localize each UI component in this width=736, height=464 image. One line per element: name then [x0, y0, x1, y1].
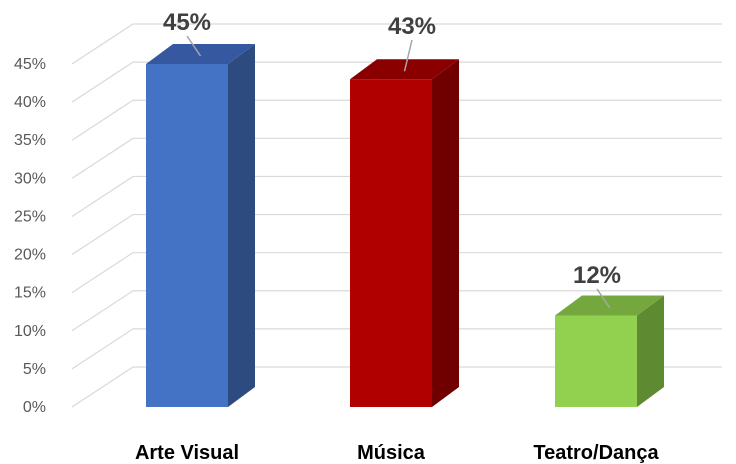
bar	[555, 295, 664, 407]
y-tick-label: 30%	[14, 170, 46, 187]
x-category-label: Arte Visual	[135, 442, 239, 464]
y-tick-label: 5%	[23, 361, 46, 378]
bar	[350, 59, 459, 407]
y-tick-label: 20%	[14, 247, 46, 264]
data-label: 12%	[573, 262, 621, 289]
bar-side	[228, 44, 255, 407]
x-category-label: Música	[357, 442, 426, 464]
y-tick-label: 45%	[14, 56, 46, 73]
bar-front	[146, 64, 228, 407]
y-tick-label: 15%	[14, 285, 46, 302]
gridline	[71, 213, 722, 256]
y-tick-label: 0%	[23, 399, 46, 416]
y-tick-label: 25%	[14, 208, 46, 225]
bar-side	[637, 295, 664, 407]
bar-front	[350, 79, 432, 407]
y-tick-label: 10%	[14, 323, 46, 340]
data-label-leaders	[186, 35, 611, 308]
bar-side	[432, 59, 459, 407]
data-label-leader	[596, 288, 611, 308]
bar	[146, 44, 255, 407]
gridline	[71, 252, 722, 294]
data-label-leader	[403, 39, 413, 72]
y-axis-ticks: 0% 5% 10% 15% 20% 25% 30% 35% 40% 45%	[14, 56, 46, 416]
y-tick-label: 35%	[14, 132, 46, 149]
gridline	[71, 175, 722, 217]
gridline	[71, 23, 722, 65]
gridline	[71, 328, 722, 370]
bar-front	[555, 315, 637, 407]
data-label-leader	[186, 35, 202, 57]
y-tick-label: 40%	[14, 94, 46, 111]
gridline	[71, 366, 722, 408]
gridline	[71, 290, 722, 332]
data-label: 45%	[163, 9, 211, 36]
bars	[146, 44, 664, 407]
gridline	[71, 61, 722, 103]
bar-top	[146, 44, 255, 64]
x-axis-categories: Arte Visual Música Teatro/Dança	[135, 442, 660, 464]
gridlines	[71, 23, 722, 408]
data-label: 43%	[388, 13, 436, 40]
data-labels: 45% 43% 12%	[163, 9, 621, 289]
gridline	[71, 99, 722, 141]
gridline	[71, 137, 722, 179]
x-category-label: Teatro/Dança	[533, 442, 659, 464]
bar-top	[555, 295, 664, 316]
